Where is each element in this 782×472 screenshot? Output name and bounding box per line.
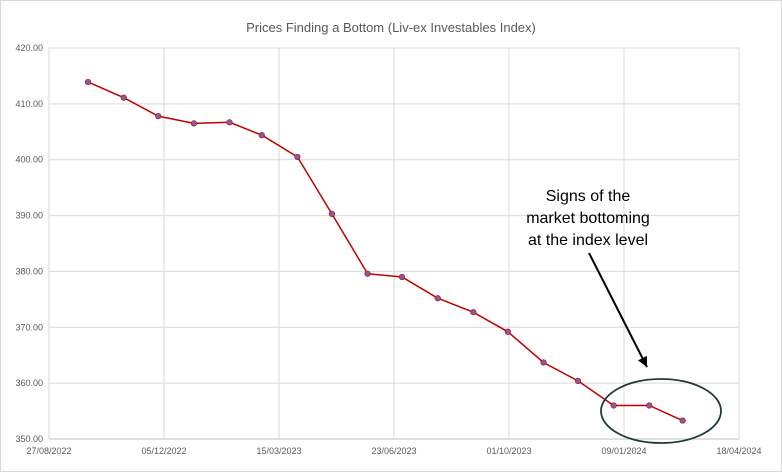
annotation-arrowhead xyxy=(638,355,647,367)
annotation-text-line: market bottoming xyxy=(526,210,650,227)
y-tick-label: 370.00 xyxy=(15,322,43,332)
data-point xyxy=(398,273,406,281)
x-tick-label: 15/03/2023 xyxy=(256,446,301,456)
grid xyxy=(48,47,740,440)
x-tick-label: 09/01/2024 xyxy=(601,446,646,456)
x-tick-label: 01/10/2023 xyxy=(486,446,531,456)
series-line xyxy=(87,81,683,422)
data-point xyxy=(294,153,301,161)
axes: 350.00 360.00 370.00 380.00 390.00 400.00 410.… xyxy=(15,43,761,456)
data-point xyxy=(120,94,127,101)
y-tick-label: 400.00 xyxy=(15,155,43,165)
y-tick-label: 410.00 xyxy=(15,99,43,109)
annotation-arrow xyxy=(588,252,648,368)
x-tick-label: 27/08/2022 xyxy=(26,446,71,456)
x-tick-label: 23/06/2023 xyxy=(371,446,416,456)
data-point xyxy=(226,119,233,126)
y-tick-label: 350.00 xyxy=(15,434,43,444)
data-point xyxy=(470,309,477,316)
data-point xyxy=(364,270,371,277)
annotation: Signs of the market bottoming at the index… xyxy=(526,188,722,444)
data-point xyxy=(155,113,162,120)
data-point xyxy=(504,328,511,335)
data-point xyxy=(610,402,617,409)
chart-title: Prices Finding a Bottom (Liv-ex Investab… xyxy=(246,20,536,35)
x-tick-label: 18/04/2024 xyxy=(716,446,761,456)
data-point xyxy=(574,377,582,385)
y-tick-label: 390.00 xyxy=(15,211,43,221)
data-point xyxy=(540,359,547,366)
annotation-text-line: at the index level xyxy=(528,232,648,249)
data-point xyxy=(84,78,92,86)
y-tick-label: 360.00 xyxy=(15,378,43,388)
data-point xyxy=(328,210,336,217)
y-tick-label: 420.00 xyxy=(15,43,43,53)
data-point xyxy=(434,295,441,302)
data-point xyxy=(679,417,686,424)
data-point xyxy=(258,132,265,139)
data-point xyxy=(190,120,197,127)
series-layer xyxy=(84,78,686,424)
data-point xyxy=(646,402,653,409)
annotation-ellipse xyxy=(600,378,722,444)
y-tick-label: 380.00 xyxy=(15,266,43,276)
annotation-text-line: Signs of the xyxy=(546,188,631,205)
x-tick-label: 05/12/2022 xyxy=(141,446,186,456)
